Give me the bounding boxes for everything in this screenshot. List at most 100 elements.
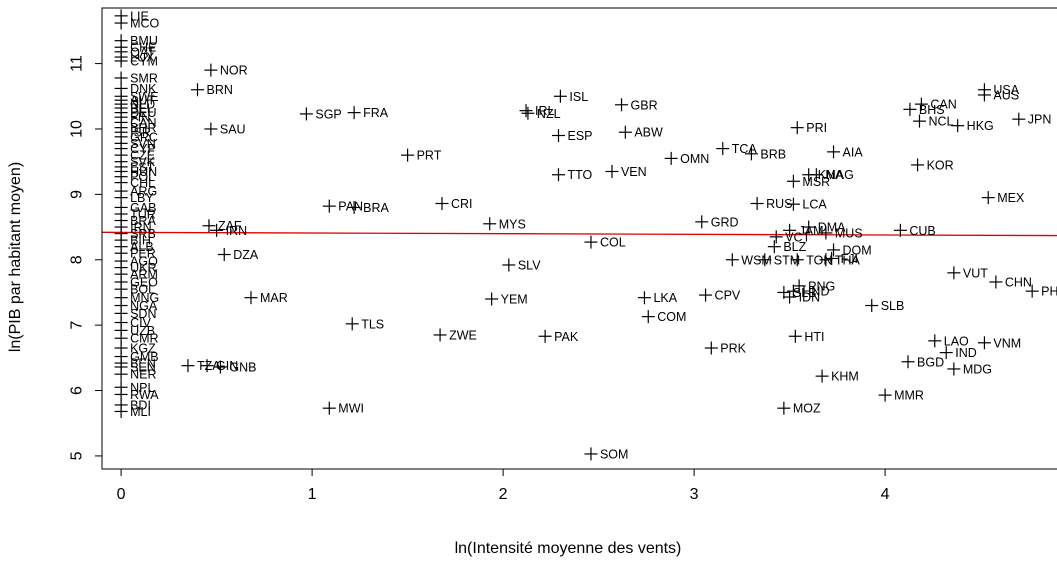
point-label: KHM	[831, 370, 859, 384]
point-label: VNM	[993, 336, 1021, 350]
point-label: YEM	[501, 292, 528, 306]
point-label: CUB	[909, 224, 935, 238]
point-label: NZL	[537, 107, 561, 121]
data-point: FRA	[347, 106, 389, 120]
point-label: POL	[130, 170, 155, 184]
point-label: STM	[774, 253, 800, 267]
point-label: SOM	[600, 447, 628, 461]
data-point: BGD	[901, 355, 944, 369]
point-label: ARG	[130, 185, 157, 199]
data-point: KHM	[815, 369, 859, 384]
point-label: ISL	[569, 90, 588, 104]
data-point: ESP	[551, 129, 593, 143]
data-point: SLB	[865, 299, 904, 313]
point-label: KGZ	[130, 342, 156, 356]
x-tick-label: 4	[881, 486, 890, 503]
y-tick-label: 7	[69, 321, 86, 330]
data-point: PAN	[322, 199, 363, 214]
point-label: NCL	[928, 115, 953, 129]
x-tick-label: 1	[308, 486, 317, 503]
point-label: OMN	[680, 152, 709, 166]
data-point: IRL	[519, 104, 555, 118]
point-label: MMR	[894, 389, 924, 403]
data-point: COM	[641, 310, 686, 324]
data-point: MUS	[819, 226, 863, 240]
point-label: ESP	[567, 129, 592, 143]
point-label: ABW	[634, 126, 663, 140]
data-point: LAO	[928, 334, 969, 348]
point-label: FIN	[130, 111, 150, 125]
point-label: CPV	[715, 289, 741, 303]
data-point: MDG	[947, 362, 992, 376]
point-label: BIH	[130, 234, 151, 248]
point-label: CHN	[1005, 275, 1032, 289]
data-point: VUT	[947, 266, 988, 280]
data-point: AIA	[827, 145, 863, 159]
data-point: NCL	[912, 114, 954, 129]
point-label: BRN	[207, 83, 233, 97]
data-point: OMN	[664, 151, 709, 166]
data-point: COL	[584, 235, 626, 250]
point-label: PAK	[554, 330, 579, 344]
data-point: DMA	[802, 220, 846, 235]
point-label: IDN	[799, 291, 821, 305]
point-label: BRA	[130, 214, 156, 228]
data-point: ZAF	[202, 219, 242, 233]
point-label: TUR	[130, 207, 156, 221]
point-label: CMR	[130, 332, 158, 346]
data-point: CYM	[114, 54, 158, 68]
data-point: DOM	[827, 243, 872, 257]
point-label: ARM	[130, 268, 158, 282]
point-label: MAG	[825, 168, 853, 182]
point-label: MLI	[130, 405, 151, 419]
plot-frame	[101, 7, 1057, 470]
data-point: ZWE	[433, 328, 477, 342]
data-point: BHS	[903, 102, 945, 117]
data-point: TLS	[345, 317, 384, 331]
data-point: GIN	[200, 359, 238, 373]
point-label: TLS	[361, 317, 384, 331]
data-point: MAG	[809, 168, 854, 182]
point-label: CHL	[130, 176, 155, 190]
point-label: GNB	[229, 360, 256, 374]
data-point: MMR	[878, 388, 924, 403]
point-label: ZAF	[218, 219, 242, 233]
data-point: PRK	[704, 341, 747, 356]
x-tick-label: 2	[499, 486, 508, 503]
data-point: GNB	[213, 360, 257, 374]
point-label: VUT	[963, 266, 988, 280]
point-label: BHR	[130, 121, 156, 135]
data-point: GMB	[114, 350, 159, 364]
point-label: FRA	[363, 106, 389, 120]
point-label: GRC	[130, 130, 158, 144]
point-label: PAN	[338, 200, 363, 214]
point-label: VEN	[621, 165, 647, 179]
data-point: PNG	[792, 279, 835, 293]
data-point: IND	[939, 346, 977, 360]
data-point: MWI	[322, 401, 364, 416]
point-label: PER	[130, 247, 156, 261]
y-tick-label: 5	[69, 451, 86, 460]
point-label: HND	[802, 285, 829, 299]
data-point: BRN	[191, 83, 233, 97]
point-label: SEN	[130, 360, 156, 374]
data-point: PRI	[790, 121, 827, 135]
point-label: HTI	[804, 330, 824, 344]
point-label: GRD	[711, 215, 739, 229]
data-point: NER	[114, 367, 157, 382]
axes-layer: 0 1 2 3 4 5 6 7 8 9 10 11	[69, 7, 1057, 503]
point-label: KOR	[927, 158, 954, 172]
data-point: SOM	[584, 447, 628, 461]
point-label: DEU	[130, 106, 156, 120]
point-label: HUN	[130, 165, 157, 179]
y-tick-label: 6	[69, 386, 86, 395]
point-label: MOZ	[793, 402, 821, 416]
data-point: ISL	[553, 89, 588, 104]
data-point: GBR	[615, 98, 658, 112]
point-label: MAR	[260, 291, 288, 305]
data-point: MNG	[114, 291, 159, 305]
point-label: ALB	[130, 240, 154, 254]
point-label: THA	[835, 253, 861, 267]
point-label: CRI	[451, 197, 473, 211]
